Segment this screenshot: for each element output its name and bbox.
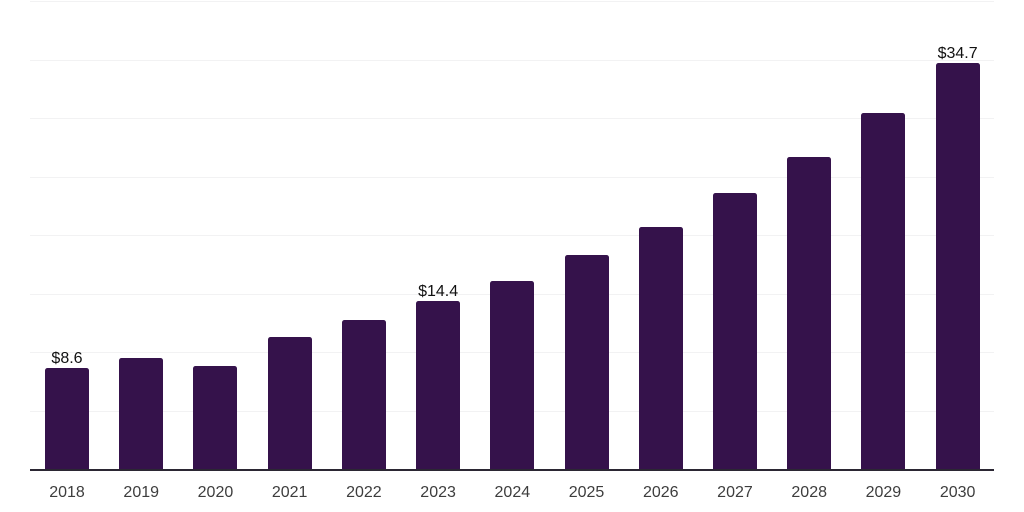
gridline-35 xyxy=(30,59,994,61)
bar-2022 xyxy=(341,320,386,469)
gridline-25 xyxy=(30,176,994,178)
x-tick-2023: 2023 xyxy=(420,484,456,501)
bar-2027 xyxy=(712,192,757,469)
bar-2029 xyxy=(861,113,906,469)
x-tick-2024: 2024 xyxy=(494,484,531,501)
plot-area: $8.6 $14.4 $34.7 xyxy=(30,1,994,471)
bar-2028 xyxy=(787,156,832,469)
x-tick-2028: 2028 xyxy=(791,484,827,501)
bar-2025 xyxy=(564,254,609,469)
x-tick-2019: 2019 xyxy=(123,484,160,501)
gridline-40 xyxy=(30,1,994,2)
x-axis-labels: 2018 2019 2020 2021 2022 2023 2024 2025 2026 2027… xyxy=(30,485,994,505)
value-label-2023: $14.4 xyxy=(418,282,459,300)
x-tick-2030: 2030 xyxy=(939,484,976,501)
x-tick-2018: 2018 xyxy=(49,484,85,501)
x-tick-2021: 2021 xyxy=(271,484,308,501)
value-label-2030: $34.7 xyxy=(937,45,978,63)
value-label-2018: $8.6 xyxy=(51,350,83,368)
x-tick-2020: 2020 xyxy=(197,484,234,501)
x-tick-2022: 2022 xyxy=(346,484,382,501)
bar-2024 xyxy=(490,280,535,469)
x-tick-2025: 2025 xyxy=(568,484,605,501)
bar-2030 xyxy=(935,63,980,469)
x-tick-2029: 2029 xyxy=(865,484,902,501)
bar-2019 xyxy=(119,357,164,469)
gridline-30 xyxy=(30,118,994,119)
x-tick-2027: 2027 xyxy=(717,484,753,501)
bar-2023 xyxy=(416,300,461,469)
bar-2018 xyxy=(45,368,89,469)
bar-2021 xyxy=(267,336,312,469)
bar-2026 xyxy=(638,226,683,469)
gridline-20 xyxy=(30,235,994,236)
x-tick-2026: 2026 xyxy=(642,484,679,501)
bar-2020 xyxy=(193,366,238,469)
